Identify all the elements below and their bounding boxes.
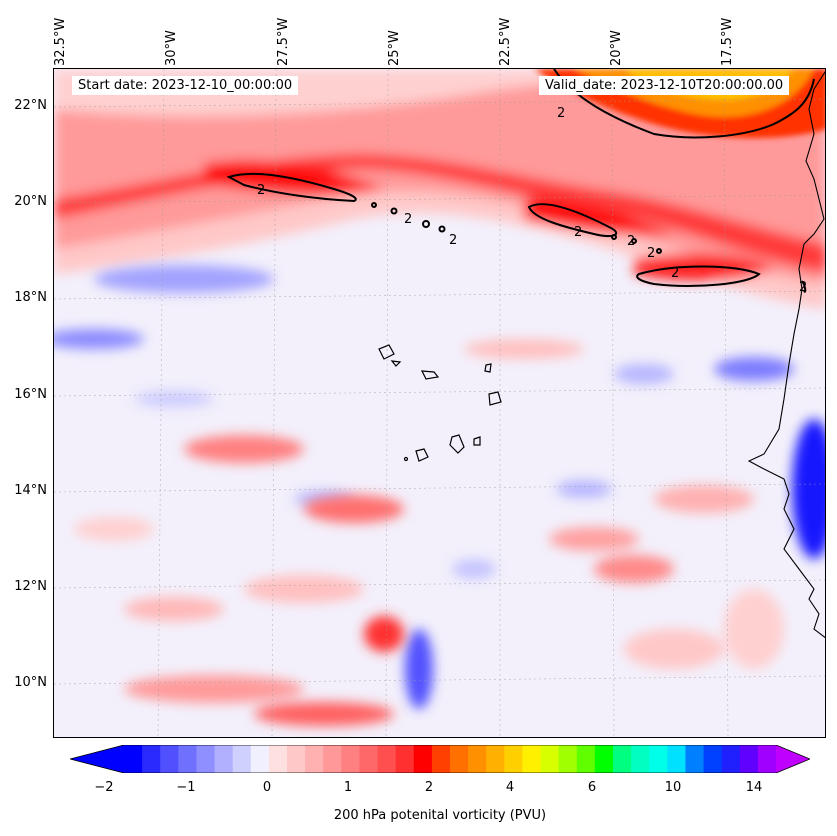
colorbar-segment xyxy=(431,745,451,773)
colorbar-segment xyxy=(504,745,524,773)
colorbar-segment xyxy=(142,745,161,773)
colorbar-segment xyxy=(196,745,216,773)
lon-label: 25°W xyxy=(387,30,402,66)
colorbar-segment xyxy=(468,745,487,773)
colorbar-tick: −2 xyxy=(94,780,114,795)
lon-label: 22.5°W xyxy=(498,17,513,66)
contour-label: 2 xyxy=(574,225,582,240)
colorbar-extend-low xyxy=(70,745,124,773)
colorbar-segment xyxy=(540,745,560,773)
colorbar-segment xyxy=(124,745,143,773)
colorbar-title: 200 hPa potenital vorticity (PVU) xyxy=(333,808,547,823)
valid-date-label: Valid_date: 2023-12-10T20:00:00.00 xyxy=(539,76,790,95)
colorbar-segment xyxy=(413,745,433,773)
pv-2-contours xyxy=(226,69,815,293)
colorbar-segment xyxy=(450,745,469,773)
coastline xyxy=(747,71,825,639)
colorbar-segment xyxy=(703,745,723,773)
colorbar-segment xyxy=(359,745,379,773)
colorbar-tick: 4 xyxy=(505,780,515,795)
pv-negative-areas xyxy=(54,265,825,709)
colorbar-tick: 2 xyxy=(424,780,434,795)
pv-positive-blobs xyxy=(74,339,784,726)
colorbar-segment xyxy=(323,745,342,773)
colorbar-segment xyxy=(739,745,759,773)
colorbar-extend-high xyxy=(776,745,810,773)
contour-label: 2 xyxy=(449,233,457,248)
lon-label: 27.5°W xyxy=(276,17,291,66)
colorbar-segment xyxy=(341,745,361,773)
lat-label: 14°N xyxy=(14,483,47,498)
contour-label: 2 xyxy=(671,266,679,281)
colorbar-segment xyxy=(522,745,542,773)
colorbar-segment xyxy=(667,745,687,773)
pv-band-north xyxy=(54,69,825,309)
contour-label: 2 xyxy=(627,234,635,249)
lat-label: 18°N xyxy=(14,290,47,305)
colorbar-tick: 1 xyxy=(343,780,353,795)
colorbar xyxy=(70,745,810,773)
colorbar-segment xyxy=(268,745,288,773)
colorbar-segment xyxy=(377,745,397,773)
colorbar-segment xyxy=(613,745,632,773)
colorbar-segment xyxy=(721,745,741,773)
colorbar-tick: −1 xyxy=(176,780,196,795)
contour-label: 2 xyxy=(799,280,807,295)
pv-field: 2 2 2 2 2 2 2 2 2 xyxy=(54,69,825,737)
lat-label: 12°N xyxy=(14,579,47,594)
lon-label: 20°W xyxy=(609,30,624,66)
lat-label: 20°N xyxy=(14,194,47,209)
colorbar-segment xyxy=(287,745,306,773)
colorbar-segment xyxy=(178,745,198,773)
lon-label: 17.5°W xyxy=(720,17,735,66)
gridlines xyxy=(54,69,825,737)
colorbar-segment xyxy=(214,745,234,773)
contour-label: 2 xyxy=(557,106,565,121)
colorbar-segment xyxy=(685,745,705,773)
lat-label: 10°N xyxy=(14,675,47,690)
map-panel: 2 2 2 2 2 2 2 2 2 xyxy=(53,68,826,738)
contour-label: 2 xyxy=(257,183,265,198)
colorbar-segment xyxy=(757,745,777,773)
colorbar-segment xyxy=(160,745,179,773)
colorbar-segment xyxy=(576,745,596,773)
colorbar-segment xyxy=(486,745,505,773)
lat-label: 22°N xyxy=(14,98,47,113)
lat-label: 16°N xyxy=(14,387,47,402)
colorbar-tick: 10 xyxy=(664,780,682,795)
contour-labels: 2 2 2 2 2 2 2 2 2 xyxy=(257,106,807,295)
colorbar-tick: 14 xyxy=(745,780,763,795)
colorbar-tick: 0 xyxy=(262,780,272,795)
colorbar-segment xyxy=(594,745,614,773)
colorbar-tick: 6 xyxy=(587,780,597,795)
contour-label: 2 xyxy=(404,212,412,227)
colorbar-segment xyxy=(631,745,650,773)
colorbar-segment xyxy=(558,745,578,773)
cape-verde-islands xyxy=(378,344,502,462)
start-date-label: Start date: 2023-12-10_00:00:00 xyxy=(72,76,299,95)
colorbar-segment xyxy=(305,745,324,773)
lon-label: 30°W xyxy=(164,30,179,66)
colorbar-segment xyxy=(250,745,270,773)
colorbar-segment xyxy=(649,745,668,773)
contour-label: 2 xyxy=(647,246,655,261)
colorbar-segment xyxy=(232,745,252,773)
lon-label: 32.5°W xyxy=(53,17,68,66)
colorbar-segment xyxy=(395,745,415,773)
